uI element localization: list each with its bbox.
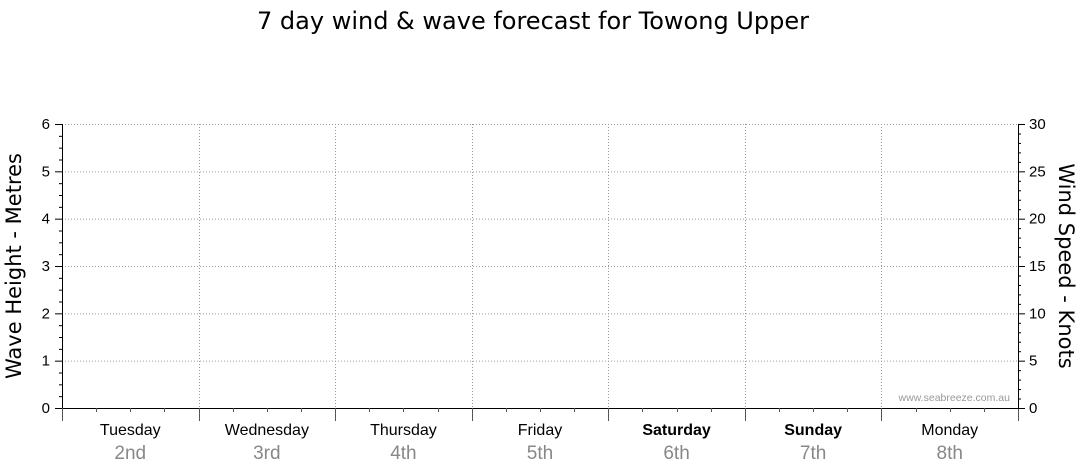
left-axis-title: Wave Height - Metres xyxy=(2,153,26,379)
right-tick-label: 10 xyxy=(1029,305,1046,322)
left-tick-label: 5 xyxy=(42,163,50,180)
day-name-label: Saturday xyxy=(642,422,711,439)
day-date-label: 6th xyxy=(663,443,689,464)
day-name-label: Monday xyxy=(921,422,978,439)
day-date-label: 4th xyxy=(390,443,416,464)
right-tick-label: 15 xyxy=(1029,258,1046,275)
left-tick-label: 3 xyxy=(42,258,50,275)
day-date-label: 3rd xyxy=(253,443,280,464)
left-tick-label: 4 xyxy=(42,211,50,228)
axes xyxy=(62,124,1019,421)
day-date-label: 5th xyxy=(527,443,553,464)
right-tick-label: 25 xyxy=(1029,163,1046,180)
left-tick-label: 0 xyxy=(42,400,50,417)
chart-title: 7 day wind & wave forecast for Towong Up… xyxy=(257,7,809,35)
left-tick-label: 6 xyxy=(42,116,50,133)
right-axis-title: Wind Speed - Knots xyxy=(1054,163,1078,368)
left-axis-ticks: 0 1 2 3 4 5 6 xyxy=(42,116,62,417)
day-name-label: Thursday xyxy=(370,422,437,439)
right-tick-label: 30 xyxy=(1029,116,1046,133)
day-name-label: Friday xyxy=(518,422,562,439)
watermark: www.seabreeze.com.au xyxy=(898,392,1011,404)
left-tick-label: 2 xyxy=(42,305,50,322)
day-labels: Tuesday 2nd Wednesday 3rd Thursday 4th Friday 5… xyxy=(100,422,978,464)
day-date-label: 8th xyxy=(937,443,963,464)
day-name-label: Sunday xyxy=(784,422,842,439)
right-tick-label: 5 xyxy=(1029,353,1037,370)
day-date-label: 2nd xyxy=(114,443,146,464)
right-tick-label: 20 xyxy=(1029,211,1046,228)
right-axis-ticks: 0 5 10 15 20 25 30 xyxy=(1018,116,1046,417)
day-name-label: Wednesday xyxy=(225,422,309,439)
right-tick-label: 0 xyxy=(1029,400,1037,417)
grid-lines xyxy=(62,124,1018,408)
day-name-label: Tuesday xyxy=(100,422,161,439)
day-date-label: 7th xyxy=(800,443,826,464)
left-tick-label: 1 xyxy=(42,353,50,370)
